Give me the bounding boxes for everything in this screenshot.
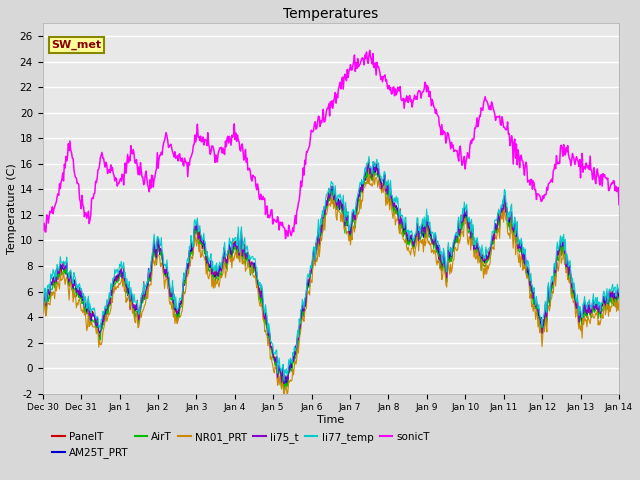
AM25T_PRT xyxy=(365,160,372,166)
PanelT xyxy=(39,300,47,306)
PanelT xyxy=(280,384,288,389)
li77_temp xyxy=(198,232,205,238)
AirT xyxy=(365,162,372,168)
AirT xyxy=(39,305,47,311)
PanelT xyxy=(167,294,175,300)
Line: NR01_PRT: NR01_PRT xyxy=(43,168,619,401)
sonicT xyxy=(109,165,116,170)
NR01_PRT xyxy=(49,289,57,295)
li77_temp xyxy=(49,266,57,272)
PanelT xyxy=(615,291,623,297)
X-axis label: Time: Time xyxy=(317,415,344,425)
NR01_PRT xyxy=(365,165,372,170)
Line: sonicT: sonicT xyxy=(43,50,619,239)
NR01_PRT xyxy=(109,300,116,305)
NR01_PRT xyxy=(403,244,410,250)
li75_t xyxy=(109,285,116,290)
NR01_PRT xyxy=(615,298,623,303)
Line: li77_temp: li77_temp xyxy=(43,156,619,381)
NR01_PRT xyxy=(39,309,47,315)
sonicT xyxy=(403,93,410,99)
AirT xyxy=(49,282,57,288)
li75_t xyxy=(365,156,372,162)
sonicT xyxy=(167,142,175,147)
AM25T_PRT xyxy=(167,294,175,300)
li77_temp xyxy=(420,224,428,230)
AM25T_PRT xyxy=(420,235,428,240)
li75_t xyxy=(198,235,205,241)
PanelT xyxy=(109,290,116,296)
li75_t xyxy=(167,293,175,299)
AM25T_PRT xyxy=(39,301,47,307)
li77_temp xyxy=(615,289,623,295)
Line: li75_t: li75_t xyxy=(43,159,619,384)
li77_temp xyxy=(167,288,175,293)
PanelT xyxy=(198,235,205,240)
AirT xyxy=(109,292,116,298)
Line: PanelT: PanelT xyxy=(43,161,619,386)
sonicT xyxy=(420,88,428,94)
li77_temp xyxy=(109,280,116,286)
li77_temp xyxy=(365,154,372,159)
sonicT xyxy=(39,225,47,230)
PanelT xyxy=(49,276,57,281)
li75_t xyxy=(403,232,410,238)
NR01_PRT xyxy=(280,398,288,404)
PanelT xyxy=(420,224,428,229)
Text: SW_met: SW_met xyxy=(51,39,102,50)
Line: AM25T_PRT: AM25T_PRT xyxy=(43,163,619,384)
NR01_PRT xyxy=(167,299,175,304)
sonicT xyxy=(282,236,289,241)
AirT xyxy=(420,230,428,236)
AirT xyxy=(403,242,410,248)
NR01_PRT xyxy=(198,253,205,259)
AM25T_PRT xyxy=(109,287,116,293)
Title: Temperatures: Temperatures xyxy=(284,7,378,21)
AirT xyxy=(167,297,175,302)
AM25T_PRT xyxy=(278,381,285,386)
Line: AirT: AirT xyxy=(43,165,619,392)
li77_temp xyxy=(403,228,410,234)
li75_t xyxy=(420,229,428,235)
AM25T_PRT xyxy=(403,235,410,240)
li75_t xyxy=(615,286,623,292)
AirT xyxy=(615,296,623,302)
AM25T_PRT xyxy=(615,295,623,300)
sonicT xyxy=(49,211,57,216)
AirT xyxy=(280,389,288,395)
li75_t xyxy=(49,275,57,281)
AM25T_PRT xyxy=(198,238,205,244)
AM25T_PRT xyxy=(49,276,57,282)
li77_temp xyxy=(280,378,288,384)
NR01_PRT xyxy=(420,249,428,255)
PanelT xyxy=(403,235,410,240)
Y-axis label: Temperature (C): Temperature (C) xyxy=(7,163,17,254)
sonicT xyxy=(198,139,205,145)
Legend: PanelT, AM25T_PRT, AirT, NR01_PRT, li75_t, li77_temp, sonicT: PanelT, AM25T_PRT, AirT, NR01_PRT, li75_… xyxy=(48,428,434,462)
sonicT xyxy=(366,48,374,53)
li77_temp xyxy=(39,295,47,300)
PanelT xyxy=(365,158,372,164)
li75_t xyxy=(39,297,47,302)
sonicT xyxy=(615,202,623,207)
AirT xyxy=(198,240,205,245)
li75_t xyxy=(280,381,288,386)
